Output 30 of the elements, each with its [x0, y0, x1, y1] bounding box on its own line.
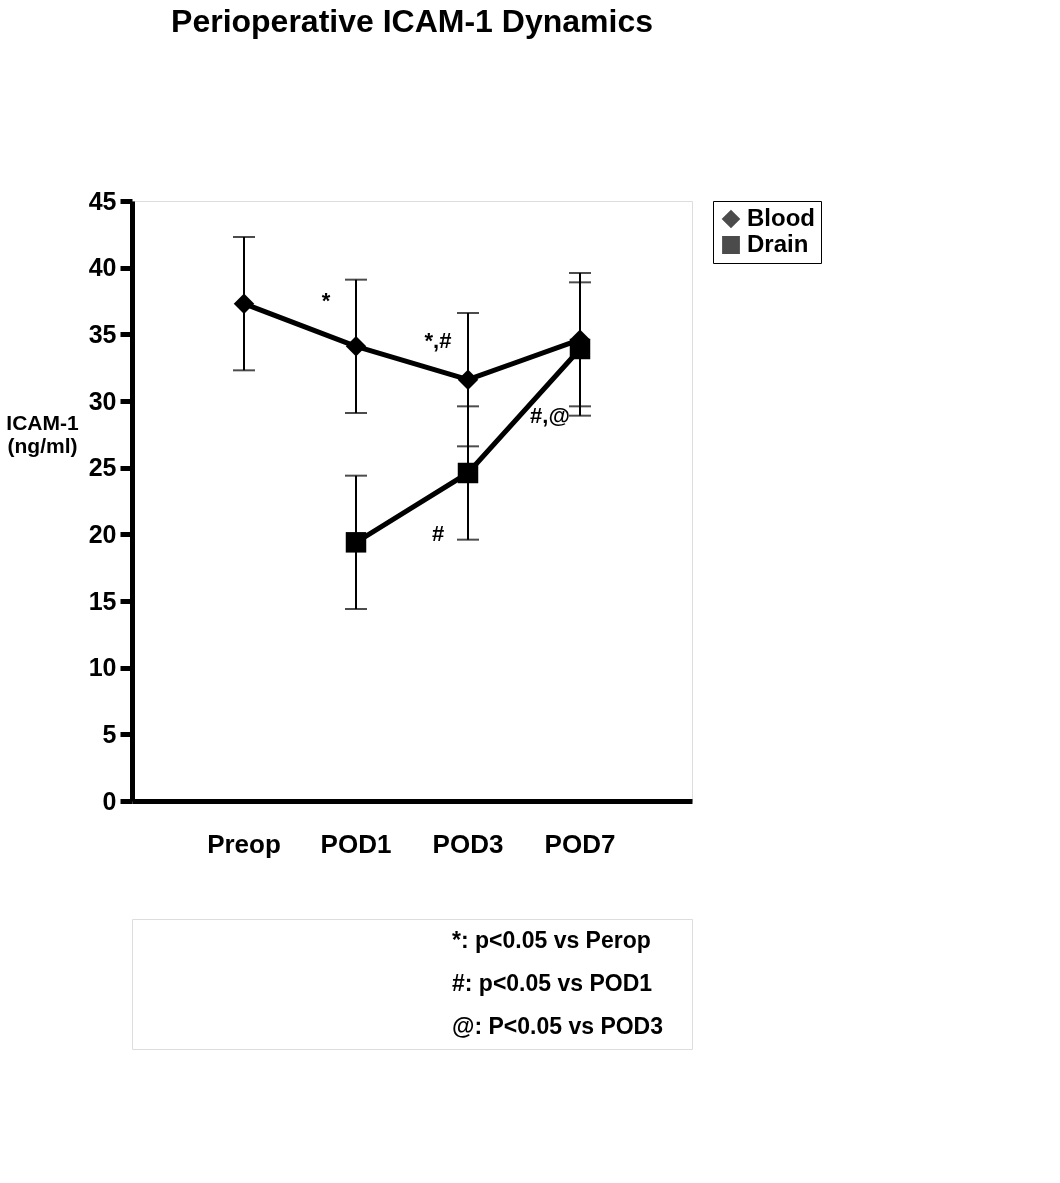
y-tick-label: 10 — [88, 653, 117, 682]
point — [345, 336, 367, 357]
point — [457, 462, 479, 484]
x-tick-label: POD7 — [544, 828, 616, 859]
point — [345, 532, 367, 553]
text: *: p<0.05 vs Perop — [452, 926, 651, 953]
y-tick-label: 35 — [88, 319, 117, 348]
x-tick-label: POD1 — [320, 828, 392, 859]
point — [233, 293, 255, 314]
legend-label: Blood — [747, 204, 815, 231]
annotation: * — [321, 288, 331, 313]
y-tick-label: 30 — [88, 386, 117, 415]
y-axis-title: ICAM-1 (ng/ml) — [6, 410, 79, 457]
y-tick-label: 45 — [88, 186, 117, 215]
text: #: p<0.05 vs POD1 — [452, 970, 653, 996]
y-tick-label: 15 — [88, 586, 117, 615]
x-tick-label: POD3 — [432, 828, 504, 859]
y-tick-label: 25 — [88, 453, 117, 482]
y-tick-label: 20 — [88, 519, 117, 548]
point — [457, 369, 479, 390]
y-tick-label: 40 — [88, 253, 117, 282]
annotation: #,@ — [530, 402, 570, 428]
y-tick-label: 0 — [102, 786, 117, 815]
y-tick-label: 5 — [102, 719, 117, 748]
x-tick-label: Preop — [207, 828, 281, 859]
annotation: # — [431, 521, 445, 547]
legend-label: Drain — [747, 230, 809, 257]
text: @: P<0.05 vs POD3 — [452, 1013, 664, 1040]
chart-title: Perioperative ICAM-1 Dynamics — [171, 3, 653, 39]
annotation: *,# — [424, 328, 452, 353]
